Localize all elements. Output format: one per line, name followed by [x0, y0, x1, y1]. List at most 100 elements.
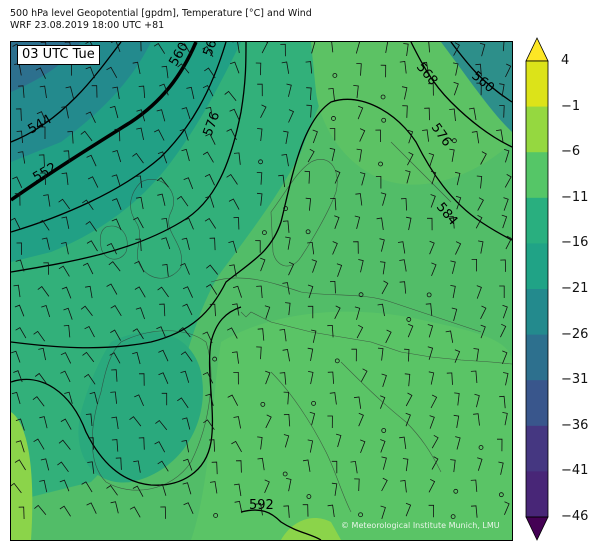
colorbar-segment	[526, 243, 548, 290]
wind-barb	[399, 281, 407, 294]
wind-barb	[425, 303, 433, 316]
wind-barb	[256, 172, 263, 185]
wind-barb	[87, 461, 95, 474]
wind-barb	[86, 154, 97, 167]
wind-barb	[133, 460, 141, 473]
wind-barb	[354, 478, 360, 492]
wind-barb	[34, 504, 47, 515]
calm-wind-marker	[282, 471, 288, 477]
wind-barb	[399, 259, 407, 272]
wind-barb	[257, 436, 263, 450]
wind-barb	[58, 265, 70, 277]
wind-barb	[186, 86, 195, 100]
wind-barb	[231, 440, 242, 453]
wind-barb	[156, 326, 167, 339]
wind-barb	[61, 242, 69, 255]
wind-barb	[183, 177, 194, 190]
wind-barb	[161, 65, 169, 79]
wind-barb	[327, 415, 333, 429]
wind-barb	[354, 306, 361, 320]
wind-barb	[181, 417, 191, 430]
wind-barb	[503, 149, 510, 163]
wind-barb	[110, 305, 122, 317]
wind-barb	[496, 129, 504, 142]
colorbar-segment	[526, 106, 548, 153]
wind-barb	[82, 262, 94, 275]
wind-barb	[209, 303, 216, 317]
wind-barb	[14, 459, 26, 471]
wind-barb	[305, 61, 313, 74]
wind-barb	[401, 86, 408, 100]
wind-barb	[421, 61, 429, 75]
wind-barb	[40, 126, 46, 139]
wind-barb	[499, 83, 505, 97]
wind-barb	[282, 282, 290, 295]
wind-barb	[232, 42, 240, 54]
wind-barb	[162, 264, 169, 277]
wind-barb	[136, 127, 144, 140]
wind-barb	[280, 43, 286, 57]
wind-barb	[278, 174, 285, 188]
wind-barb	[307, 241, 315, 255]
wind-barb	[13, 284, 21, 298]
colorbar-segment	[526, 152, 548, 199]
calm-wind-marker	[306, 494, 312, 499]
wind-barb	[502, 304, 508, 319]
wind-barb	[235, 460, 242, 473]
colorbar-tick-label: −41	[561, 463, 589, 479]
wind-barb	[497, 438, 503, 452]
wind-barb	[405, 392, 413, 407]
wind-barb	[232, 285, 242, 298]
wind-barb	[255, 240, 261, 253]
wind-barb	[181, 107, 191, 120]
wind-barb	[180, 370, 190, 383]
wind-barb	[202, 151, 214, 163]
wind-barb	[311, 259, 318, 273]
wind-barb	[312, 129, 318, 144]
wind-barb	[67, 131, 74, 144]
wind-barb	[505, 63, 512, 78]
wind-barb	[15, 108, 22, 121]
calm-wind-marker	[260, 401, 266, 407]
wind-barb	[15, 418, 25, 431]
wind-barb	[41, 237, 50, 250]
wind-barb	[380, 505, 386, 520]
wind-barb	[11, 482, 22, 494]
wind-barb	[202, 84, 214, 97]
wind-barb	[135, 238, 142, 252]
wind-barb	[87, 176, 99, 188]
south-warm-region	[191, 311, 512, 540]
wind-barb	[430, 194, 436, 208]
wind-barb	[38, 219, 50, 231]
wind-barb	[181, 237, 190, 250]
wind-barb	[358, 259, 364, 273]
wind-barb	[504, 174, 512, 188]
wind-barb	[503, 372, 509, 386]
calm-wind-marker	[358, 292, 364, 298]
colorbar-tick-label: −36	[561, 417, 589, 433]
weather-map: 544 552 560 568 576 584 568 576 560 592 …	[10, 41, 513, 541]
wind-barb	[399, 436, 407, 450]
wind-barb	[445, 330, 454, 343]
wind-barb	[424, 107, 430, 121]
wind-barb	[138, 373, 145, 386]
wind-barb	[307, 347, 314, 361]
wind-barb	[205, 393, 214, 407]
wind-barb	[404, 373, 411, 387]
wind-barb	[115, 457, 122, 470]
wind-barb	[380, 64, 387, 78]
wind-barb	[480, 151, 487, 165]
wind-barb	[334, 170, 341, 184]
wind-barb	[331, 460, 338, 474]
wind-barb	[283, 434, 290, 448]
wind-barb	[380, 192, 387, 206]
wind-barb	[157, 483, 167, 496]
wind-barb	[83, 373, 96, 385]
wind-barb	[109, 105, 119, 119]
wind-barb	[428, 478, 436, 493]
wind-barb	[455, 195, 462, 210]
wind-barb	[157, 151, 168, 164]
wind-barb	[12, 176, 23, 188]
wind-barb	[359, 172, 366, 186]
wind-barb	[229, 264, 237, 277]
